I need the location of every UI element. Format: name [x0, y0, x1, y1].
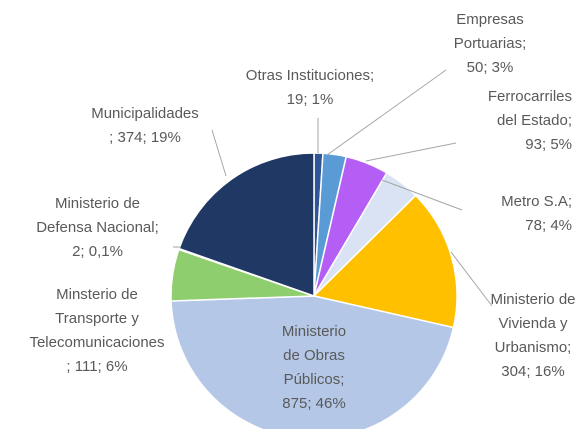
slice-label: Ministerio de Vivienda y Urbanismo; 304; …: [488, 288, 578, 384]
slice-label: Ministerio de Obras Públicos; 875; 46%: [272, 320, 356, 416]
leader-line: [211, 129, 227, 177]
pie-slice: [170, 295, 455, 429]
leader-line: [326, 69, 447, 156]
value-label: 78; 4%: [525, 217, 572, 234]
category-label: Ministerio de Defensa Nacional;: [36, 195, 159, 236]
pie-slice: [312, 194, 458, 329]
category-label: Metro S.A;: [501, 193, 572, 210]
category-label: Municipalidades: [91, 105, 199, 122]
leader-line: [450, 251, 493, 307]
value-label: 304; 16%: [501, 363, 565, 380]
slice-label: Municipalidades ; 374; 19%: [70, 102, 220, 150]
leader-line: [381, 179, 463, 211]
leader-line: [365, 142, 457, 162]
value-label: 93; 5%: [525, 136, 572, 153]
value-label: ; 374; 19%: [109, 129, 181, 146]
category-label: Minsterio de Transporte y Telecomunicaci…: [29, 286, 165, 351]
slice-label: Metro S.A; 78; 4%: [470, 190, 572, 238]
category-label: Ferrocarriles del Estado;: [487, 88, 572, 129]
slice-label: Otras Instituciones; 19; 1%: [235, 64, 385, 112]
pie-slice: [178, 152, 315, 298]
slice-label: Minsterio de Transporte y Telecomunicaci…: [22, 283, 172, 379]
category-label: Ministerio de Vivienda y Urbanismo;: [490, 291, 576, 356]
category-label: Ministerio de Obras Públicos;: [281, 323, 347, 388]
value-label: 50; 3%: [466, 59, 514, 76]
value-label: 2; 0,1%: [72, 243, 123, 260]
slice-label: Ministerio de Defensa Nacional; 2; 0,1%: [30, 192, 165, 264]
slice-label: Ferrocarriles del Estado; 93; 5%: [470, 85, 572, 157]
value-label: 875; 46%: [282, 395, 346, 412]
category-label: Empresas Portuarias;: [453, 11, 527, 52]
slice-label: Empresas Portuarias; 50; 3%: [440, 8, 540, 80]
value-label: ; 111; 6%: [66, 358, 128, 375]
category-label: Otras Instituciones;: [245, 67, 375, 84]
value-label: 19; 1%: [286, 91, 334, 108]
